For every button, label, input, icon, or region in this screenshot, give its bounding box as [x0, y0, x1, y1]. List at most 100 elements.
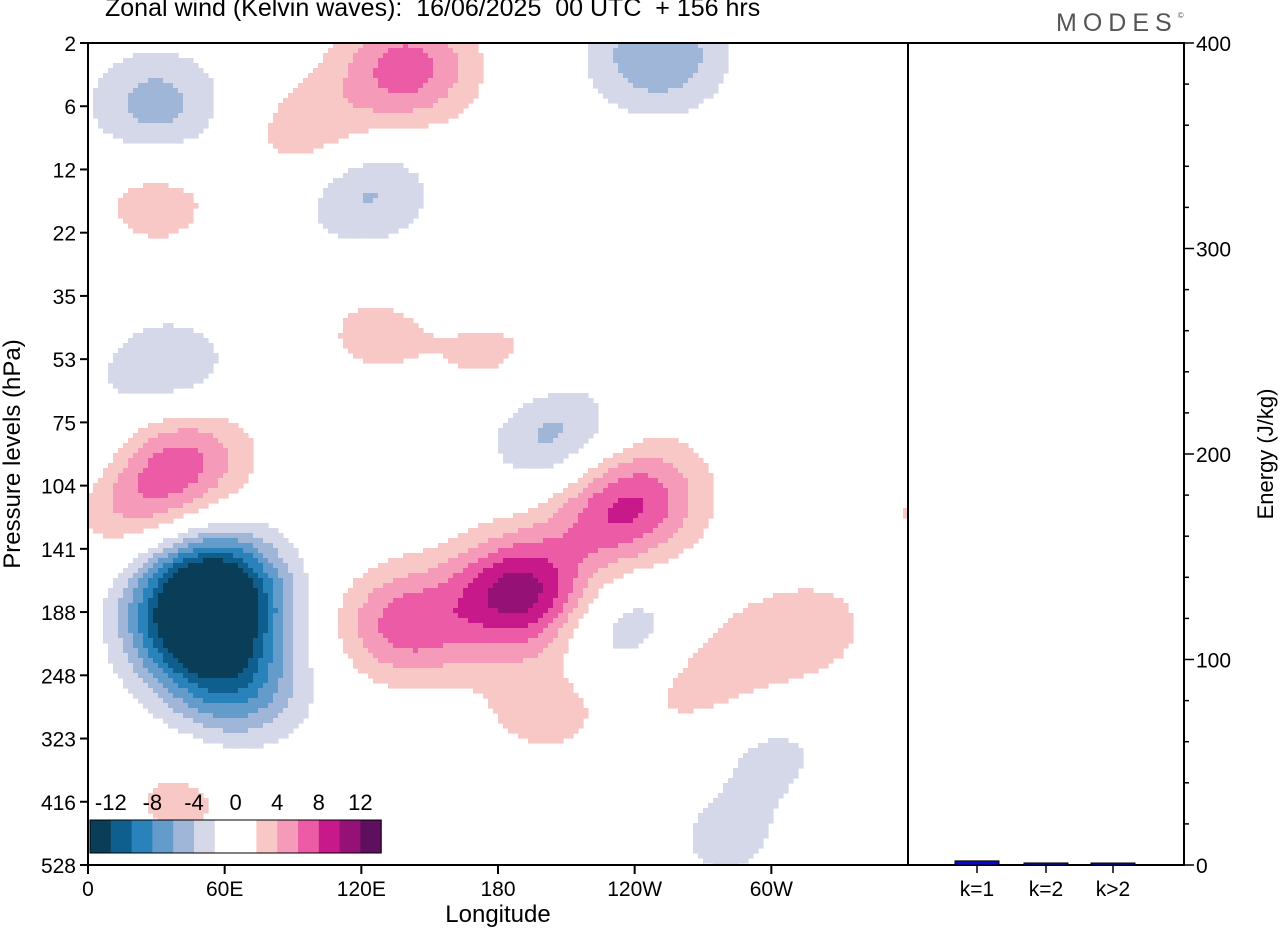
field-cell	[523, 558, 529, 564]
field-cell	[153, 193, 159, 199]
field-cell	[283, 538, 289, 544]
field-cell	[168, 373, 174, 379]
field-cell	[313, 98, 319, 104]
field-cell	[183, 93, 189, 99]
field-cell	[198, 88, 204, 94]
field-cell	[403, 43, 409, 49]
field-cell	[108, 533, 114, 539]
field-cell	[598, 518, 604, 524]
field-cell	[428, 118, 434, 124]
field-cell	[163, 368, 169, 374]
field-cell	[523, 418, 529, 424]
field-cell	[143, 63, 149, 69]
field-cell	[123, 203, 129, 209]
field-cell	[318, 123, 324, 129]
field-cell	[138, 508, 144, 514]
field-cell	[663, 98, 669, 104]
field-cell	[163, 558, 169, 564]
field-cell	[133, 363, 139, 369]
field-cell	[303, 83, 309, 89]
field-cell	[578, 538, 584, 544]
field-cell	[328, 208, 334, 214]
field-cell	[593, 68, 599, 74]
field-cell	[588, 498, 594, 504]
field-cell	[163, 463, 169, 469]
field-cell	[353, 108, 359, 114]
field-cell	[608, 498, 614, 504]
field-cell	[433, 598, 439, 604]
field-cell	[458, 593, 464, 599]
field-cell	[278, 568, 284, 574]
field-cell	[173, 343, 179, 349]
field-cell	[673, 443, 679, 449]
field-cell	[158, 383, 164, 389]
field-cell	[153, 78, 159, 84]
field-cell	[593, 63, 599, 69]
field-cell	[903, 513, 908, 519]
field-cell	[658, 503, 664, 509]
field-cell	[118, 68, 124, 74]
field-cell	[173, 448, 179, 454]
field-cell	[323, 193, 329, 199]
field-cell	[488, 348, 494, 354]
field-cell	[143, 383, 149, 389]
field-cell	[428, 343, 434, 349]
field-cell	[273, 553, 279, 559]
field-cell	[533, 523, 539, 529]
field-cell	[623, 58, 629, 64]
field-cell	[178, 513, 184, 519]
field-cell	[173, 503, 179, 509]
field-cell	[533, 428, 539, 434]
field-cell	[223, 568, 229, 574]
field-cell	[158, 578, 164, 584]
field-cell	[483, 553, 489, 559]
field-cell	[148, 88, 154, 94]
field-cell	[153, 223, 159, 229]
field-cell	[143, 523, 149, 529]
field-cell	[163, 328, 169, 334]
field-cell	[148, 388, 154, 394]
field-cell	[648, 463, 654, 469]
field-cell	[233, 598, 239, 604]
field-cell	[473, 558, 479, 564]
field-cell	[348, 123, 354, 129]
field-cell	[163, 418, 169, 424]
field-cell	[703, 463, 709, 469]
field-cell	[128, 453, 134, 459]
field-cell	[423, 573, 429, 579]
field-cell	[413, 118, 419, 124]
field-cell	[573, 438, 579, 444]
field-cell	[338, 118, 344, 124]
field-cell	[388, 83, 394, 89]
field-cell	[638, 443, 644, 449]
field-cell	[133, 443, 139, 449]
field-cell	[653, 558, 659, 564]
field-cell	[438, 78, 444, 84]
field-cell	[378, 203, 384, 209]
field-cell	[603, 78, 609, 84]
field-cell	[553, 508, 559, 514]
field-cell	[538, 448, 544, 454]
field-cell	[193, 573, 199, 579]
field-cell	[498, 528, 504, 534]
field-cell	[503, 448, 509, 454]
field-cell	[113, 498, 119, 504]
field-cell	[393, 93, 399, 99]
field-cell	[378, 168, 384, 174]
field-cell	[573, 488, 579, 494]
field-cell	[173, 108, 179, 114]
field-cell	[468, 83, 474, 89]
field-cell	[193, 123, 199, 129]
field-cell	[718, 63, 724, 69]
field-cell	[508, 338, 514, 344]
field-cell	[188, 573, 194, 579]
field-cell	[298, 608, 304, 614]
field-cell	[333, 118, 339, 124]
field-cell	[413, 323, 419, 329]
field-cell	[123, 208, 129, 214]
field-cell	[328, 198, 334, 204]
field-cell	[383, 183, 389, 189]
field-cell	[183, 73, 189, 79]
field-cell	[138, 208, 144, 214]
field-cell	[348, 223, 354, 229]
